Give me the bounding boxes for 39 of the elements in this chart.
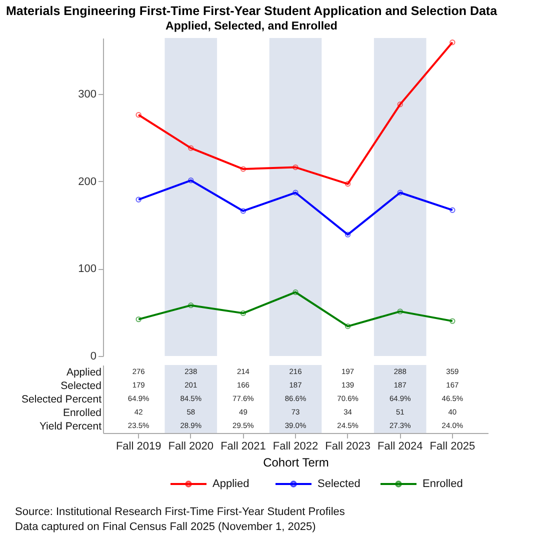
point [292,164,298,170]
x-tick-label: Fall 2023 [325,440,370,452]
point [188,302,194,308]
source-note: Source: Institutional Research First-Time First-Year Student Profiles [15,506,346,518]
point [188,145,194,151]
y-tick-label: 100 [78,263,96,276]
x-tick-label: Fall 2019 [116,440,162,452]
legend-label: Selected [318,478,360,490]
text: Applied [66,366,102,378]
chart-title: Materials Engineering First-Time First-Year Student Application and Selection Data [6,4,498,18]
text: Enrolled [62,407,102,420]
point [397,308,403,314]
y-tick-label: 200 [78,176,96,188]
text: Yield Percent [39,420,102,433]
x-tick-label: Fall 2024 [377,440,423,452]
point [344,181,351,187]
y-tick-label: 300 [78,88,96,100]
x-tick-label: Fall 2021 [220,440,266,452]
legend-label: Applied [212,478,250,490]
point [344,232,351,238]
point [240,166,246,172]
text: Selected Percent [22,394,102,406]
x-tick-label: Fall 2020 [168,440,214,452]
point [344,323,351,330]
legend-label: Enrolled [422,478,463,490]
y-tick-label: 0 [90,350,96,362]
text: Selected [60,380,102,392]
point [188,178,194,184]
x-tick-label: Fall 2022 [272,440,318,452]
x-axis-title: Cohort Term [263,456,329,470]
x-tick-label: Fall 2025 [430,440,476,452]
point [292,190,298,196]
point [240,310,246,316]
point [240,208,246,214]
point [397,102,403,108]
point [292,289,298,296]
point [397,190,403,196]
text: Data captured on Final Census Fall 2025 (November 1, 2025) [15,521,316,533]
chart-subtitle: Applied, Selected, and Enrolled [166,20,338,32]
